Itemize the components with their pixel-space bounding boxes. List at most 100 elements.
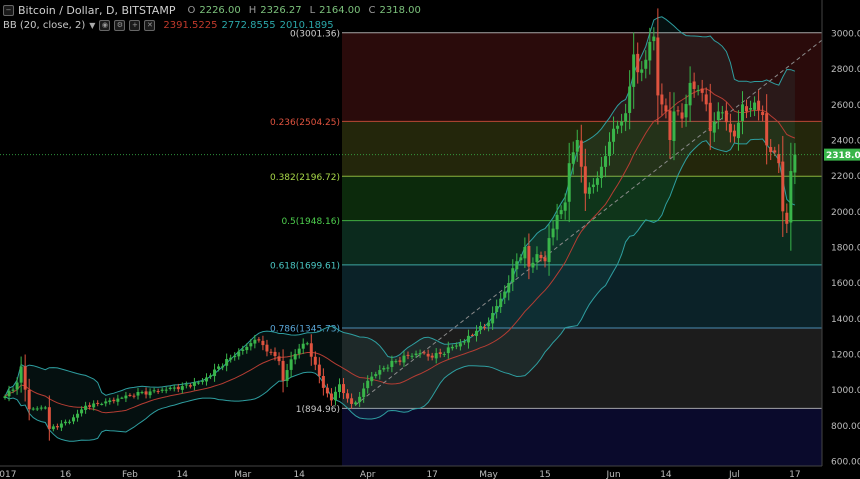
candle-body	[595, 178, 599, 185]
candle	[438, 348, 442, 358]
candle-body	[152, 390, 156, 392]
candle-body	[257, 339, 261, 341]
time-tick-label: Mar	[234, 470, 251, 479]
candle	[333, 386, 337, 406]
candle-body	[765, 113, 769, 146]
candle	[535, 246, 539, 270]
price-tick-label: 1200.00	[831, 351, 860, 361]
candle	[297, 343, 301, 359]
candle	[293, 349, 297, 365]
candles	[3, 8, 797, 441]
eye-icon[interactable]: ◉	[99, 20, 111, 31]
candle	[740, 91, 744, 135]
candle	[67, 419, 71, 425]
candle-body	[680, 112, 684, 119]
candle-body	[668, 110, 672, 140]
candle	[547, 224, 551, 276]
candle	[337, 378, 341, 398]
candle-body	[672, 111, 676, 141]
candle-body	[430, 355, 434, 358]
candle-body	[418, 353, 422, 355]
candle	[237, 348, 241, 360]
fib-zone	[342, 408, 822, 466]
candle-body	[462, 341, 466, 343]
candle	[676, 106, 680, 116]
candle-body	[51, 426, 55, 430]
candle	[785, 203, 789, 234]
candle-body	[273, 351, 277, 357]
collapse-icon[interactable]: −	[3, 5, 14, 16]
bb-upper-line	[4, 16, 796, 397]
candle-body	[354, 402, 358, 405]
candle-body	[636, 53, 640, 73]
candle-body	[43, 407, 47, 409]
candle-body	[84, 405, 88, 410]
candle-body	[124, 395, 128, 399]
settings-icon[interactable]: ⚙	[114, 20, 126, 31]
candle-body	[337, 384, 341, 392]
candle	[104, 398, 108, 407]
price-axis: 600.00 800.00 1000.00 1200.00 1400.00 1600.00…	[821, 0, 860, 479]
candle-body	[422, 352, 426, 354]
candle-body	[192, 382, 196, 386]
candle	[402, 351, 406, 367]
candle	[128, 393, 132, 397]
candle	[523, 237, 527, 268]
candle-body	[378, 370, 382, 375]
candle-body	[470, 334, 474, 336]
candle	[156, 388, 160, 394]
candle-body	[67, 421, 71, 423]
candle	[527, 233, 531, 280]
candle-body	[265, 344, 269, 352]
candle-body	[410, 355, 414, 357]
candle	[229, 354, 233, 363]
candle-body	[80, 409, 84, 414]
symbol-title[interactable]: Bitcoin / Dollar, D, BITSTAMP	[18, 3, 176, 17]
candle	[51, 424, 55, 432]
candle	[495, 299, 499, 319]
open-value: 2226.00	[199, 4, 241, 16]
candle	[608, 132, 611, 166]
candle-body	[160, 389, 164, 391]
candle	[329, 388, 333, 406]
candle-body	[491, 312, 495, 324]
bb-indicator-name[interactable]: BB (20, close, 2)	[3, 19, 86, 31]
bollinger-bands	[4, 16, 796, 442]
chevron-down-icon[interactable]: ▼	[89, 20, 96, 30]
candle-body	[599, 166, 603, 179]
candle	[374, 371, 378, 379]
candle-body	[11, 389, 15, 391]
candle-body	[27, 389, 31, 410]
fib-level-label: 0.618(1699.61)	[270, 261, 340, 271]
add-icon[interactable]: +	[129, 20, 141, 31]
candle-body	[390, 360, 394, 367]
candle	[567, 142, 571, 223]
candle-body	[749, 108, 753, 110]
candle	[539, 251, 543, 262]
price-tick-label: 1600.00	[831, 279, 860, 289]
candle-body	[664, 105, 668, 112]
candle	[769, 139, 773, 161]
candle-body	[200, 380, 204, 382]
candle	[462, 338, 466, 345]
candle	[152, 387, 156, 394]
candle-body	[426, 353, 430, 357]
candle	[265, 339, 269, 357]
candle	[261, 335, 265, 351]
candle-body	[571, 152, 575, 164]
candle-body	[652, 36, 656, 42]
candle-body	[366, 380, 370, 389]
candle-body	[333, 391, 337, 401]
candle	[692, 72, 696, 98]
candle	[470, 333, 474, 337]
candle-body	[769, 147, 773, 153]
candle-body	[217, 366, 221, 369]
candle	[620, 113, 624, 134]
candle	[720, 105, 724, 120]
close-icon[interactable]: ✕	[144, 20, 156, 31]
candle-body	[394, 361, 398, 363]
candle-body	[386, 367, 390, 369]
candle-body	[374, 374, 378, 377]
candle-body	[253, 339, 257, 344]
